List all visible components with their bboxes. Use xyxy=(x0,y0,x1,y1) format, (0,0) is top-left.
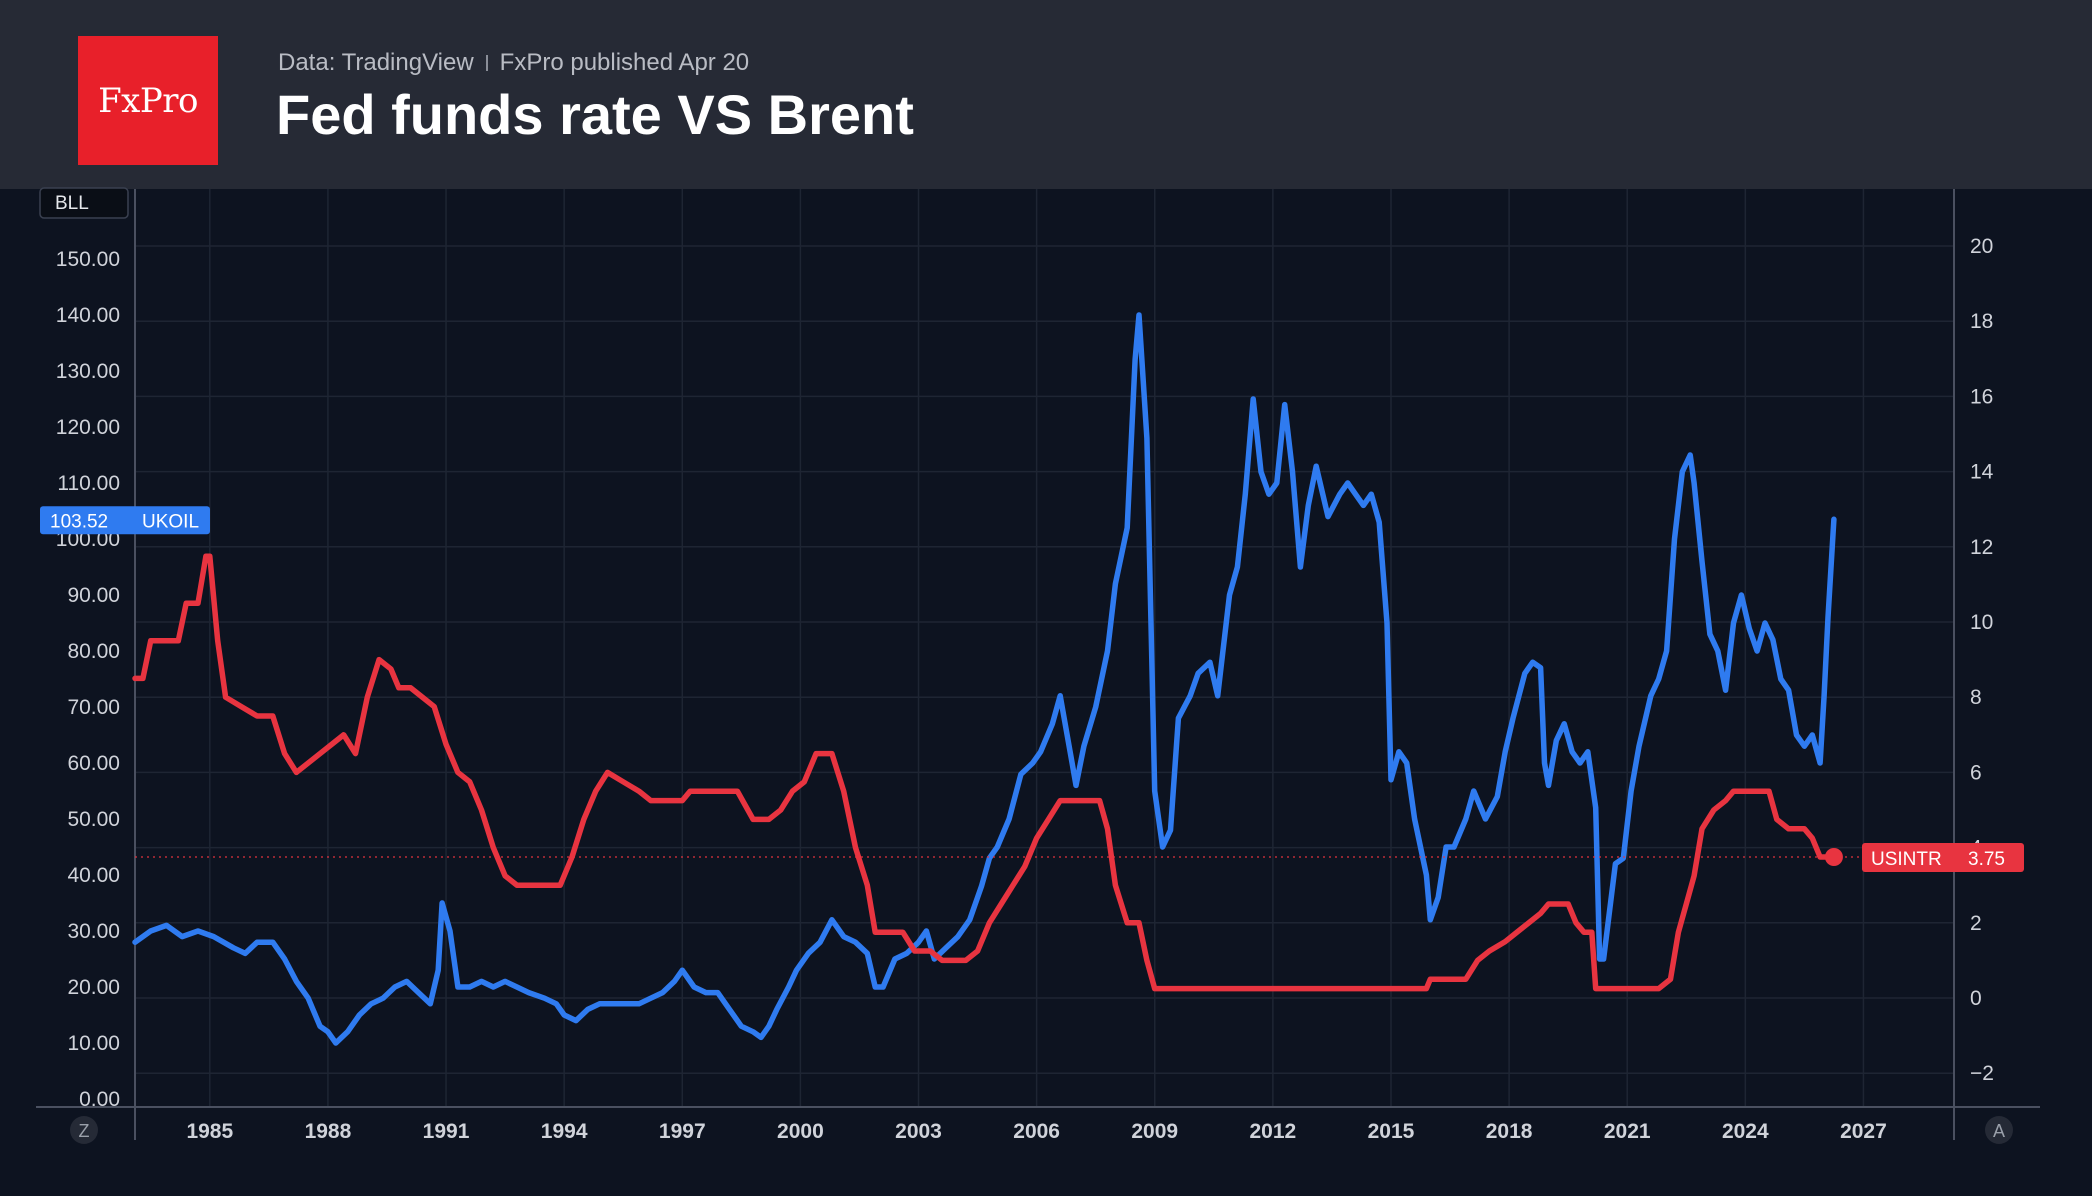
left-axis-tick-label: 30.00 xyxy=(67,920,120,943)
left-axis-tick-label: 120.00 xyxy=(56,416,120,439)
usintr-price-value: 3.75 xyxy=(1968,849,2005,870)
x-axis-ticks: 1985 1988 1991 1994 1997 2000 2003 2006 2009 2012… xyxy=(186,1120,1886,1143)
left-axis-tick-label: 90.00 xyxy=(67,584,120,607)
x-tick-label: 2000 xyxy=(777,1120,824,1143)
ukoil-price-label-bg xyxy=(40,506,210,535)
currency-badge-box xyxy=(39,187,129,219)
corner-button-left: Z xyxy=(70,1116,98,1144)
left-axis-tick-label: 110.00 xyxy=(57,472,120,495)
x-tick-label: 2009 xyxy=(1131,1120,1178,1143)
fxpro-logo: FxPro xyxy=(78,36,218,165)
left-axis-tick-label: 20.00 xyxy=(67,976,120,999)
x-tick-label: 2006 xyxy=(1013,1120,1060,1143)
right-axis-tick-label: 20 xyxy=(1970,235,1993,258)
right-axis-tick-label: 8 xyxy=(1970,686,1982,709)
right-axis-tick-label: 6 xyxy=(1970,761,1982,784)
x-tick-label: 2027 xyxy=(1840,1120,1887,1143)
usintr-price-label: USINTR 3.75 xyxy=(1862,843,2024,872)
left-axis-tick-label: 80.00 xyxy=(67,640,120,663)
usintr-price-label-bg xyxy=(1862,843,2024,872)
left-axis-tick-label: 60.00 xyxy=(67,752,120,775)
left-axis-tick-label: 150.00 xyxy=(56,248,120,271)
right-axis-tick-label: 12 xyxy=(1970,536,1993,559)
x-tick-label: 1985 xyxy=(186,1120,233,1143)
series-line-ukoil xyxy=(132,312,1837,1046)
x-tick-label: 1997 xyxy=(659,1120,706,1143)
series-line-usintr xyxy=(132,553,1837,992)
right-axis-tick-label: 14 xyxy=(1970,461,1994,484)
x-tick-label: 2018 xyxy=(1486,1120,1533,1143)
data-source: Data: TradingView xyxy=(278,49,474,76)
x-tick-label: 2012 xyxy=(1249,1120,1296,1143)
ukoil-symbol: UKOIL xyxy=(142,511,199,532)
right-axis-tick-label: −2 xyxy=(1970,1062,1994,1085)
ukoil-price-value: 103.52 xyxy=(50,511,108,532)
x-tick-label: 2015 xyxy=(1368,1120,1415,1143)
currency-badge-text: BLL xyxy=(55,193,89,214)
source-line: Data: TradingView FxPro published Apr 20 xyxy=(278,49,749,77)
header-bar: FxPro Data: TradingView FxPro published … xyxy=(0,0,2092,189)
left-axis-tick-label: 10.00 xyxy=(67,1032,120,1055)
series-lines xyxy=(132,312,1837,1046)
left-axis-tick-label: 0.00 xyxy=(79,1088,120,1111)
left-axis-tick-label: 70.00 xyxy=(67,696,120,719)
corner-button-left-label: Z xyxy=(79,1121,90,1141)
right-axis-tick-label: 2 xyxy=(1970,912,1982,935)
x-tick-label: 1988 xyxy=(305,1120,352,1143)
right-axis-tick-label: 0 xyxy=(1970,987,1982,1010)
corner-button-left-bg xyxy=(70,1116,98,1144)
right-axis-ticks: 20181614121086420−2 xyxy=(1970,235,1994,1085)
corner-button-right: A xyxy=(1985,1116,2013,1144)
left-axis-tick-label: 130.00 xyxy=(56,360,120,383)
usintr-last-marker xyxy=(1824,848,1843,866)
corner-button-right-label: A xyxy=(1993,1121,2005,1141)
left-axis-ticks: 150.00140.00130.00120.00110.00100.0090.0… xyxy=(56,248,120,1111)
corner-button-right-bg xyxy=(1985,1116,2013,1144)
grid-lines xyxy=(135,189,1954,1107)
usintr-symbol: USINTR xyxy=(1871,849,1942,870)
currency-badge: BLL xyxy=(39,187,129,219)
right-axis-tick-label: 10 xyxy=(1970,611,1993,634)
x-tick-label: 1991 xyxy=(423,1120,470,1143)
x-tick-label: 1994 xyxy=(541,1120,588,1143)
page-title: Fed funds rate VS Brent xyxy=(276,83,914,146)
published-info: FxPro published Apr 20 xyxy=(499,49,750,76)
left-axis-tick-label: 50.00 xyxy=(67,808,120,831)
overlays: 103.52 UKOIL USINTR 3.75 xyxy=(40,506,2024,872)
right-axis-tick-label: 18 xyxy=(1970,310,1993,333)
x-tick-label: 2024 xyxy=(1722,1120,1769,1143)
axes: BLL Z A xyxy=(36,187,2040,1144)
left-axis-tick-label: 40.00 xyxy=(67,864,120,887)
separator xyxy=(485,55,488,71)
ukoil-price-label: 103.52 UKOIL xyxy=(40,506,210,535)
left-axis-tick-label: 140.00 xyxy=(56,304,120,327)
right-axis-tick-label: 16 xyxy=(1970,385,1993,408)
x-tick-label: 2021 xyxy=(1604,1120,1651,1143)
x-tick-label: 2003 xyxy=(895,1120,942,1143)
